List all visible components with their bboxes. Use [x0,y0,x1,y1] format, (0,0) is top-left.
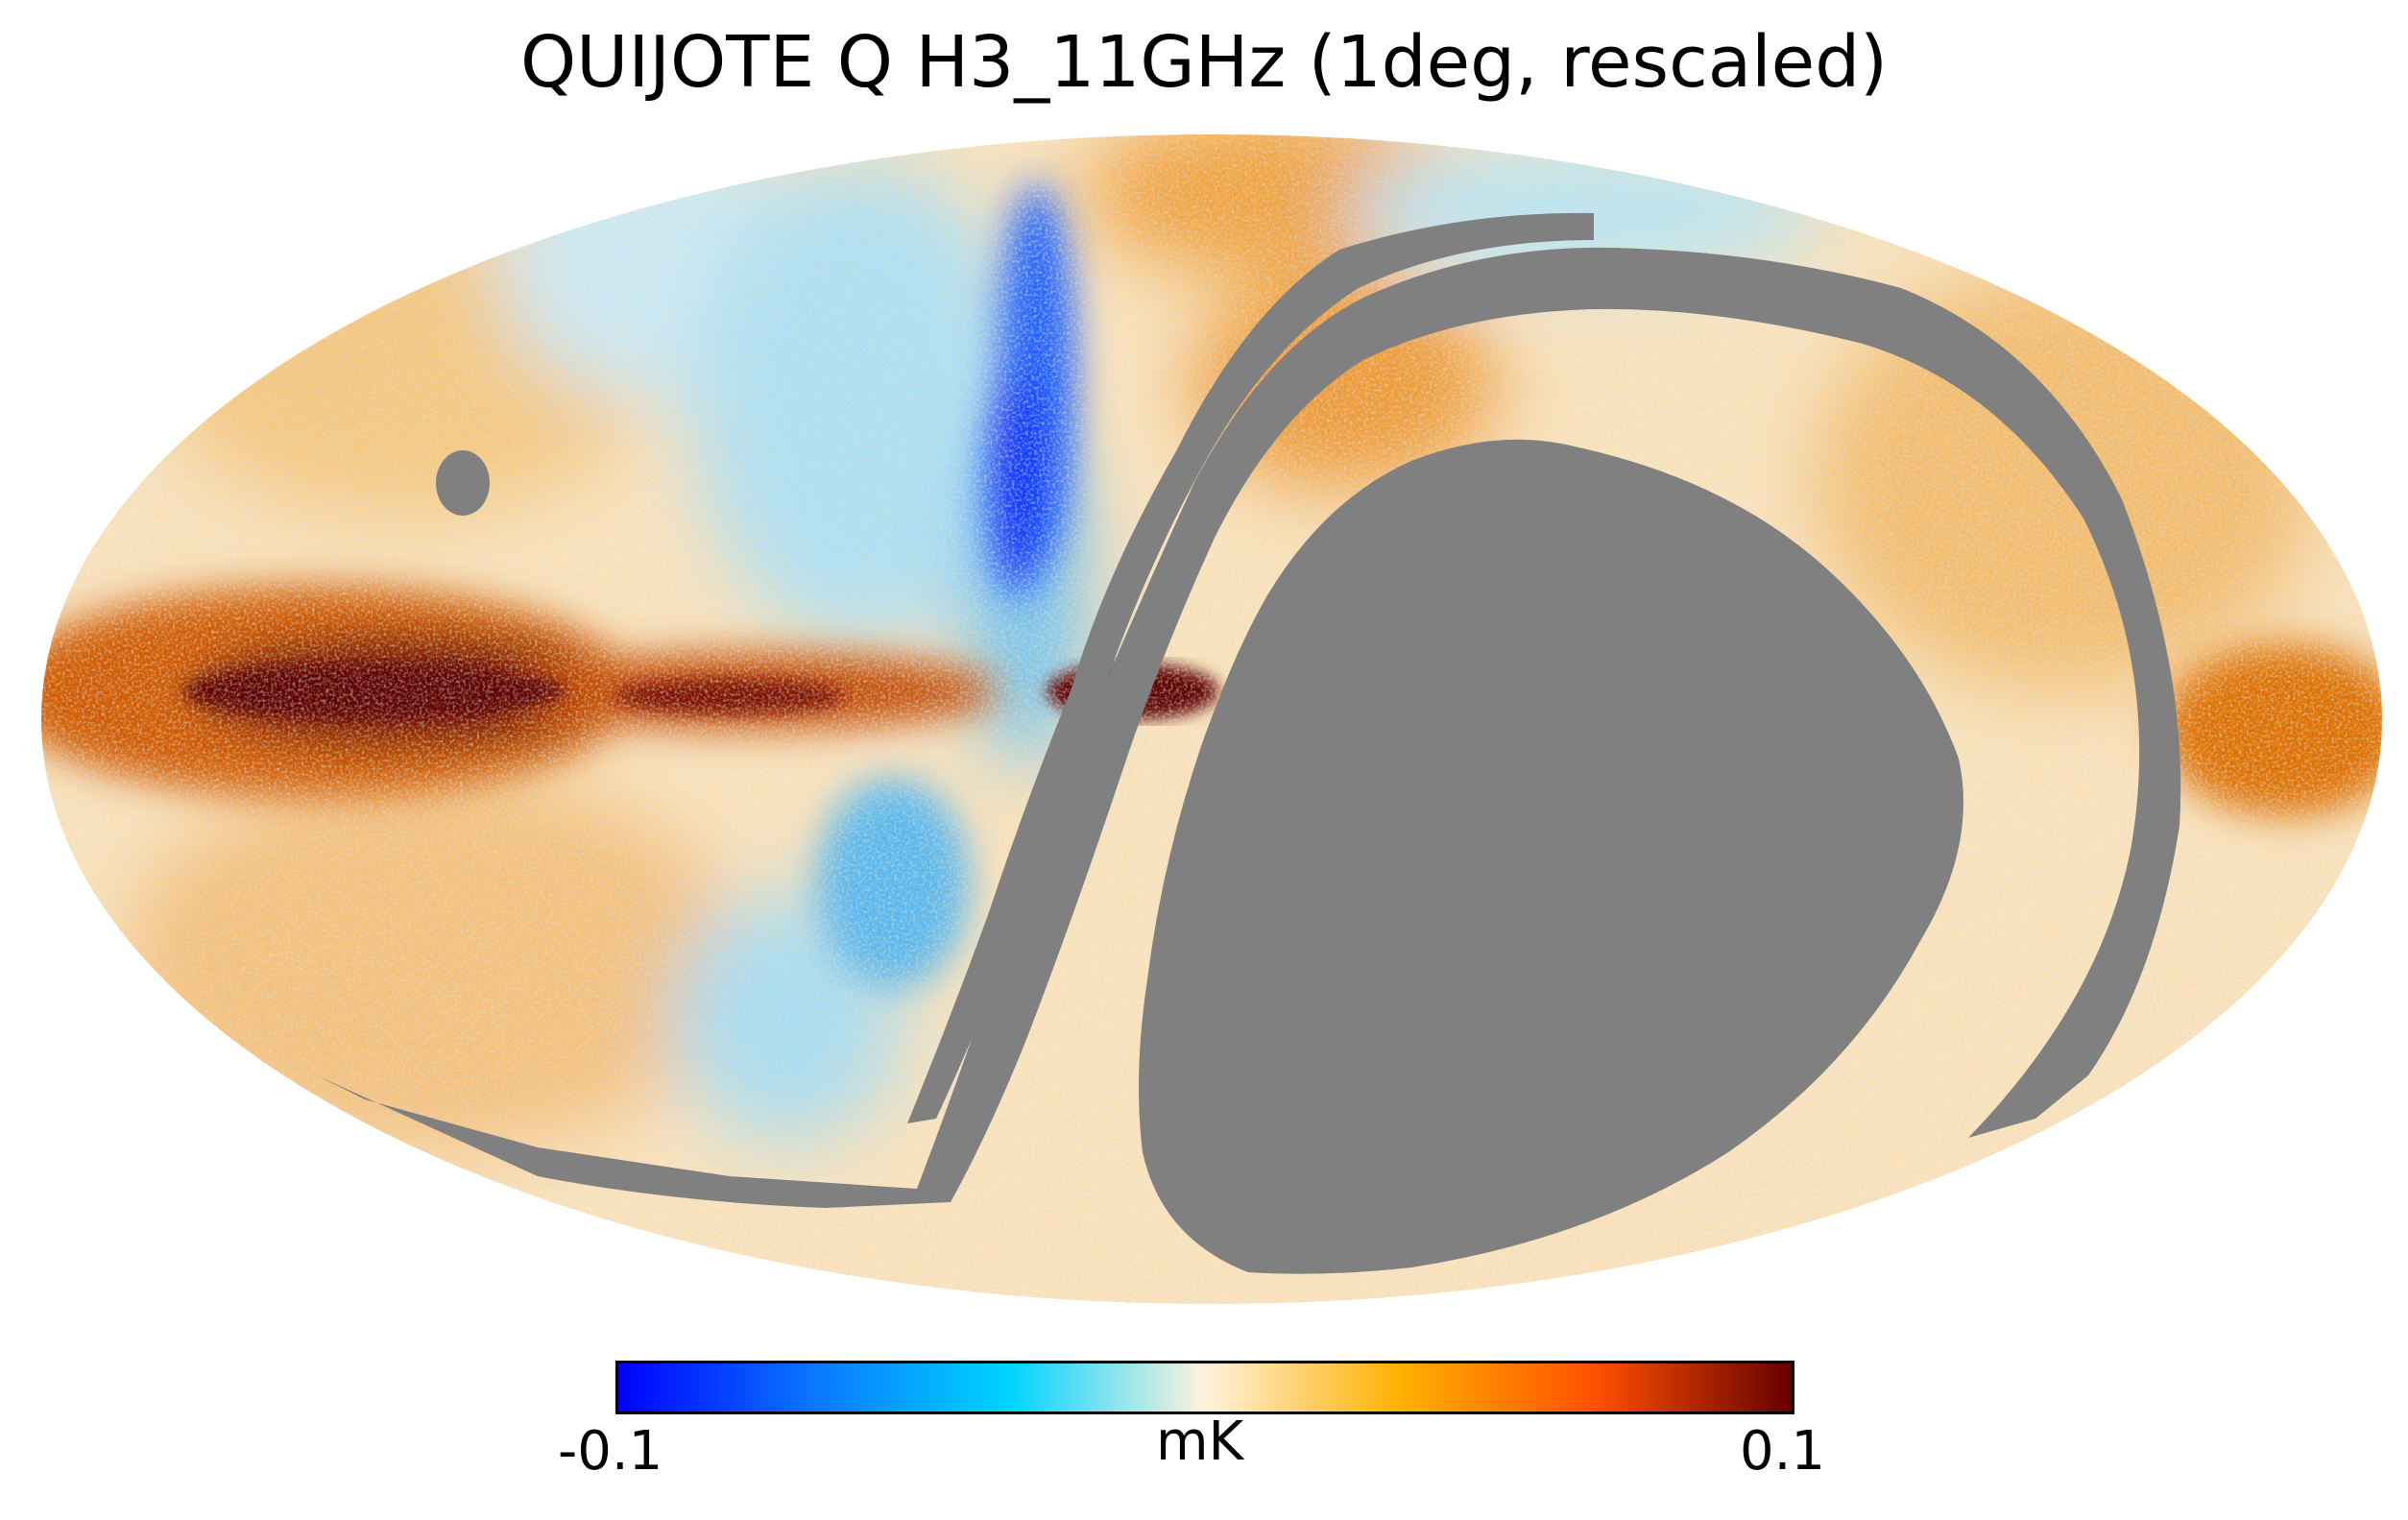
map-title: QUIJOTE Q H3_11GHz (1deg, rescaled) [519,21,1889,104]
mask-point-source [436,450,490,516]
colorbar [615,1361,1794,1414]
colorbar-min-label: -0.1 [558,1420,663,1483]
colorbar-unit-label: mK [1156,1411,1244,1473]
mask-band-outer [317,247,2181,1208]
map-outline [39,133,2384,1306]
colorbar-max-label: 0.1 [1740,1420,1826,1483]
mask-cap [1139,439,1963,1274]
